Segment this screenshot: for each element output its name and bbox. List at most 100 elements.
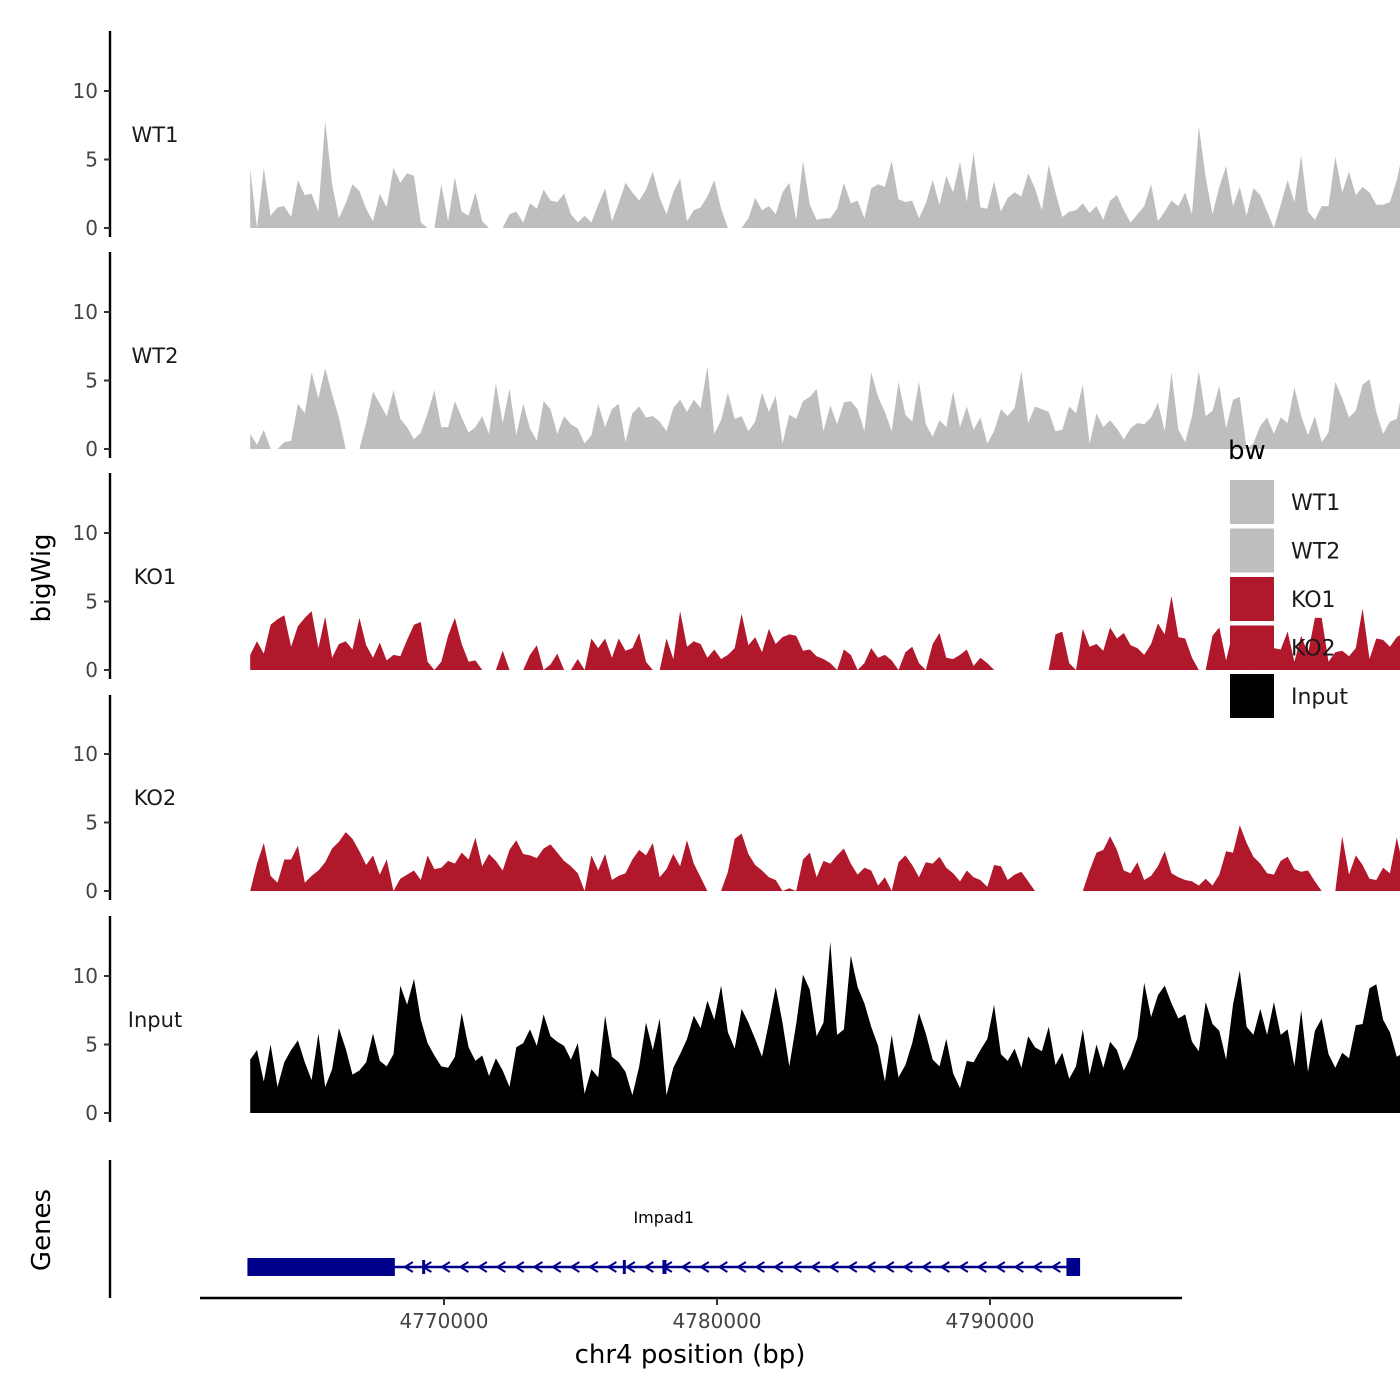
signal-area-segment <box>1048 631 1076 670</box>
gene-label: Impad1 <box>633 1208 694 1227</box>
gene-strand-arrow <box>680 1261 691 1273</box>
y-tick-label: 0 <box>85 1101 98 1125</box>
gene-strand-arrow <box>846 1261 858 1273</box>
signal-area-segment <box>250 832 394 891</box>
y-tick-label: 10 <box>73 300 98 324</box>
signal-area-segment <box>584 633 653 670</box>
gene-strand-arrow <box>550 1261 562 1273</box>
gene-exon <box>247 1258 395 1276</box>
signal-area-segment <box>495 650 510 670</box>
track-ko2: 0 5 10 KO2 <box>73 695 1400 903</box>
gene-strand-arrow <box>643 1261 654 1273</box>
gene-strand-arrow <box>532 1261 543 1273</box>
gene-exon <box>422 1260 426 1274</box>
y-tick-label: 5 <box>85 148 98 172</box>
gene-strand-arrow <box>976 1261 987 1273</box>
gene-strand-arrow <box>920 1261 932 1273</box>
legend-label: KO1 <box>1291 588 1336 613</box>
y-tick-label: 0 <box>85 216 98 240</box>
signal-area-segment <box>837 649 858 670</box>
track-ko1: 0 5 10 KO1 <box>73 473 1400 682</box>
track-label: WT1 <box>132 123 179 147</box>
x-axis-title: chr4 position (bp) <box>575 1340 806 1370</box>
y-tick-label: 0 <box>85 879 98 903</box>
gene-strand-arrow <box>458 1261 469 1273</box>
signal-area-segment <box>502 171 728 228</box>
legend-swatch <box>1230 625 1274 670</box>
signal-area-segment <box>584 840 708 891</box>
legend-label: WT2 <box>1291 540 1340 565</box>
track-wt1: 0 5 10 WT1 <box>73 31 1400 240</box>
gene-strand-arrow <box>735 1261 747 1273</box>
signal-area-segment <box>277 368 346 449</box>
gene-strand-arrow <box>495 1261 506 1273</box>
gene-exon <box>662 1260 667 1274</box>
legend-swatch <box>1230 674 1274 718</box>
x-tick-label: 4770000 <box>399 1309 488 1333</box>
signal-area-segment <box>782 888 797 891</box>
gene-strand-arrow <box>1013 1261 1024 1273</box>
y-tick-label: 10 <box>73 521 98 545</box>
y-tick-label: 5 <box>85 811 98 835</box>
gene-strand-arrow <box>606 1261 617 1273</box>
gene-impad1: Impad1 <box>247 1208 1081 1276</box>
genes-panel-title: Genes <box>27 1189 57 1271</box>
legend-label: KO2 <box>1291 637 1336 662</box>
gene-strand-arrow <box>513 1261 525 1273</box>
signal-area-segment <box>741 126 1274 228</box>
signal-area-segment <box>434 177 489 228</box>
signal-area-segment <box>925 633 995 670</box>
signal-area-segment <box>250 941 1400 1113</box>
y-tick-label: 10 <box>73 79 98 103</box>
legend-swatch <box>1230 480 1274 524</box>
gene-strand-arrow <box>587 1261 599 1273</box>
signal-area-segment <box>250 611 435 670</box>
signal-area-segment <box>434 617 483 670</box>
gene-strand-arrow <box>754 1261 765 1273</box>
signal-area-segment <box>393 837 585 891</box>
gene-strand-arrow <box>698 1261 710 1273</box>
y-tick-label: 0 <box>85 437 98 461</box>
gene-exon <box>622 1260 626 1274</box>
track-label: KO2 <box>134 786 177 810</box>
y-tick-label: 10 <box>73 964 98 988</box>
y-tick-label: 5 <box>85 1033 98 1057</box>
signal-area-segment <box>1246 379 1400 449</box>
gene-strand-arrow <box>439 1261 451 1273</box>
gene-strand-arrow <box>865 1261 876 1273</box>
signal-area-segment <box>570 659 585 670</box>
gene-strand-arrow <box>939 1261 950 1273</box>
gene-strand-arrow <box>809 1261 821 1273</box>
signal-area-segment <box>1076 596 1199 670</box>
track-wt2: 0 5 10 WT2 <box>73 252 1400 461</box>
legend-label: Input <box>1291 685 1348 710</box>
y-tick-label: 5 <box>85 369 98 393</box>
signal-area-segment <box>891 855 1035 891</box>
gene-strand-arrow <box>476 1261 488 1273</box>
x-tick-label: 4790000 <box>945 1309 1034 1333</box>
gene-exon <box>1066 1258 1081 1276</box>
track-label: Input <box>128 1008 182 1032</box>
gene-strand-arrow <box>569 1261 580 1273</box>
legend-label: WT1 <box>1291 491 1340 516</box>
signal-area-segment <box>898 646 926 670</box>
gene-strand-arrow <box>1031 1261 1043 1273</box>
signal-area-segment <box>543 653 565 670</box>
y-tick-label: 5 <box>85 590 98 614</box>
track-input: 0 5 10 Input <box>73 916 1400 1125</box>
signal-area-segment <box>659 611 838 670</box>
signal-area-segment <box>1273 155 1400 228</box>
track-label: WT2 <box>132 344 179 368</box>
legend-swatch <box>1230 577 1274 621</box>
legend-title: bw <box>1228 436 1266 466</box>
y-axis-title: bigWig <box>27 533 57 622</box>
signal-area-segment <box>1335 836 1400 891</box>
gene-strand-arrow <box>828 1261 839 1273</box>
signal-tracks: 0 5 10 WT1 0 5 10 WT2 0 5 10 KO1 0 5 10 KO2 0 5 10 Input <box>73 31 1400 1125</box>
x-tick-label: 4780000 <box>672 1309 761 1333</box>
signal-area-segment <box>857 648 899 670</box>
genes-panel: Impad1 <box>108 1160 1081 1298</box>
signal-area-segment <box>721 833 783 891</box>
gene-strand-arrow <box>791 1261 802 1273</box>
